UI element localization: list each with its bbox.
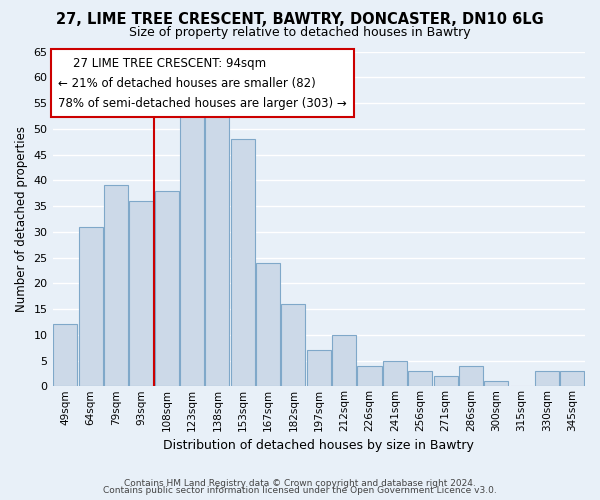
Text: 27, LIME TREE CRESCENT, BAWTRY, DONCASTER, DN10 6LG: 27, LIME TREE CRESCENT, BAWTRY, DONCASTE… [56,12,544,28]
Bar [104,186,128,386]
Bar [230,139,255,386]
Bar [79,226,103,386]
Bar [155,190,179,386]
Bar [358,366,382,386]
Bar [281,304,305,386]
Bar [484,381,508,386]
Bar [408,371,432,386]
Bar [434,376,458,386]
Y-axis label: Number of detached properties: Number of detached properties [15,126,28,312]
Bar [459,366,483,386]
Bar [205,108,229,386]
Bar [535,371,559,386]
X-axis label: Distribution of detached houses by size in Bawtry: Distribution of detached houses by size … [163,440,474,452]
Text: 27 LIME TREE CRESCENT: 94sqm
← 21% of detached houses are smaller (82)
78% of se: 27 LIME TREE CRESCENT: 94sqm ← 21% of de… [58,56,347,110]
Text: Size of property relative to detached houses in Bawtry: Size of property relative to detached ho… [129,26,471,39]
Bar [256,262,280,386]
Bar [332,335,356,386]
Bar [180,114,204,386]
Bar [129,201,154,386]
Text: Contains HM Land Registry data © Crown copyright and database right 2024.: Contains HM Land Registry data © Crown c… [124,478,476,488]
Bar [383,360,407,386]
Bar [53,324,77,386]
Bar [307,350,331,387]
Text: Contains public sector information licensed under the Open Government Licence v3: Contains public sector information licen… [103,486,497,495]
Bar [560,371,584,386]
